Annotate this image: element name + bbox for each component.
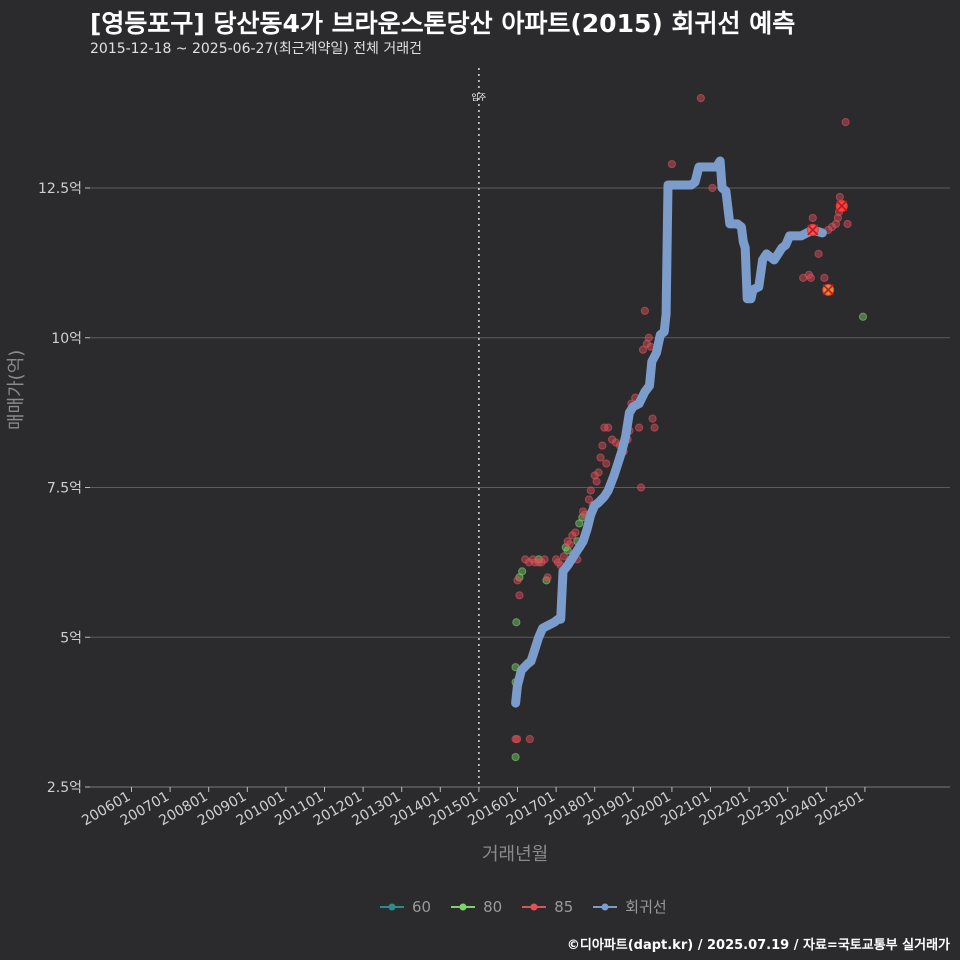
scatter-point-85 [543, 573, 552, 582]
legend-label-85: 85 [554, 897, 574, 916]
scatter-point-80 [512, 618, 521, 627]
y-tick-label: 5억 [60, 630, 82, 646]
scatter-point-80 [518, 567, 527, 576]
y-tick-label: 12.5억 [38, 181, 82, 197]
source-caption: ©디아파트(dapt.kr) / 2025.07.19 / 자료=국토교통부 실… [566, 938, 950, 953]
x-axis-label: 거래년월 [482, 844, 549, 865]
highlight-layer [806, 199, 848, 296]
legend-label-60: 60 [412, 897, 432, 916]
scatter-point-85 [598, 441, 607, 450]
regression-line-layer [511, 156, 827, 708]
scatter-point-85 [540, 555, 549, 564]
chart-title: [영등포구] 당산동4가 브라운스톤당산 아파트(2015) 회귀선 예측 [90, 9, 796, 38]
y-tick-label: 2.5억 [47, 780, 82, 796]
legend-label-80: 80 [483, 897, 503, 916]
scatter-point-85 [696, 94, 705, 103]
scatter-point-85 [571, 528, 580, 537]
scatter-point-80 [563, 546, 572, 555]
highlight-cross [836, 200, 848, 212]
scatter-point-85 [820, 273, 829, 282]
scatter-point-85 [513, 734, 522, 744]
scatter-point-85 [586, 486, 595, 495]
legend-item-60: 60 [378, 897, 431, 917]
annotation-layer: 입주 [472, 68, 487, 787]
scatter-point-85 [667, 159, 677, 169]
scatter-point-85 [843, 219, 852, 229]
move-in-label: 입주 [472, 93, 487, 102]
highlight-cross [822, 284, 834, 296]
scatter-point-85 [525, 734, 534, 744]
scatter-point-85 [604, 423, 613, 432]
legend: 60 80 85 회귀선 [378, 896, 685, 917]
scatter-point-85 [584, 495, 594, 504]
highlight-cross [807, 224, 819, 236]
scatter-point-85 [596, 453, 605, 462]
scatter-point-85 [565, 540, 574, 549]
scatter-points [511, 94, 868, 762]
scatter-point-80 [858, 312, 868, 321]
scatter-point-85 [808, 213, 817, 223]
scatter-point-85 [602, 459, 611, 468]
scatter-point-85 [638, 345, 648, 354]
regression-line [511, 156, 827, 708]
scatter-point-85 [592, 477, 601, 486]
scatter-point-85 [515, 591, 524, 600]
legend-label-regression: 회귀선 [625, 898, 667, 916]
y-tick-label: 10억 [51, 331, 82, 347]
scatter-point-85 [594, 468, 603, 477]
scatter-point-85 [841, 118, 850, 127]
scatter-point-85 [650, 423, 659, 432]
scatter-point-85 [640, 306, 649, 315]
legend-item-85: 85 [520, 897, 573, 917]
scatter-point-85 [648, 414, 657, 423]
legend-key-80 [451, 903, 476, 910]
chart-subtitle: 2015-12-18 ~ 2025-06-27(최근계약일) 전체 거래건 [90, 41, 422, 57]
scatter-point-85 [636, 483, 646, 492]
scatter-point-85 [835, 192, 844, 202]
y-axis-label: 매매가(억) [6, 349, 27, 430]
scatter-point-85 [806, 273, 815, 282]
y-tick-label: 7.5억 [47, 481, 82, 497]
legend-key-regression [593, 903, 618, 910]
scatter-point-85 [833, 213, 842, 223]
scatter-point-85 [814, 249, 823, 258]
legend-item-regression: 회귀선 [591, 896, 667, 917]
scatter-point-80 [511, 752, 520, 762]
scatter-point-85 [559, 552, 568, 561]
scatter-point-85 [708, 183, 717, 193]
scatter-point-85 [634, 423, 644, 432]
legend-key-60 [380, 903, 404, 910]
legend-item-80: 80 [449, 897, 502, 917]
scatter-point-85 [831, 219, 841, 229]
scatter-point-85 [513, 576, 522, 585]
scatter-point-85 [644, 333, 653, 342]
legend-key-85 [522, 903, 547, 910]
